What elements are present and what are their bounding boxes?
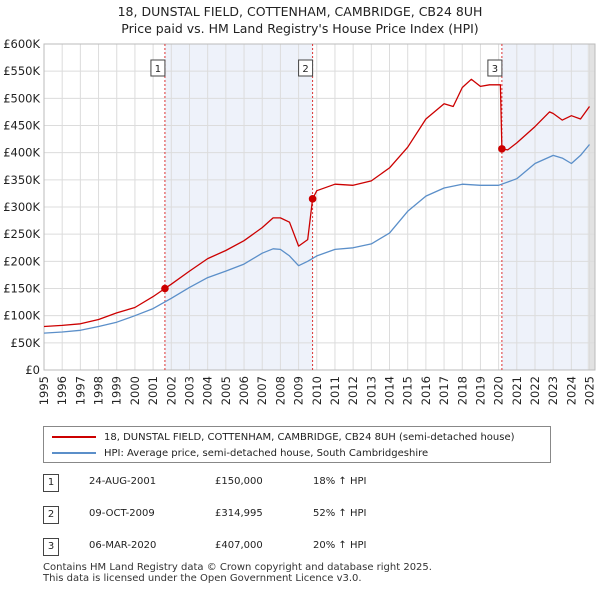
sale-label-number: 1 <box>155 64 161 75</box>
x-tick-label: 1995 <box>37 376 51 405</box>
series-line-hpi <box>43 144 591 334</box>
x-tick-label: 2012 <box>346 376 360 405</box>
x-tick-label: 2019 <box>473 376 487 405</box>
footer-copyright: Contains HM Land Registry data © Crown c… <box>43 562 432 573</box>
sale-price: £407,000 <box>215 540 263 551</box>
sale-date: 09-OCT-2009 <box>89 508 155 519</box>
sale-label-box <box>150 59 166 77</box>
x-tick-label: 1998 <box>92 376 106 405</box>
sale-label-box <box>298 59 314 77</box>
legend-label-hpi: HPI: Average price, semi-detached house,… <box>104 447 429 459</box>
x-tick-label: 2024 <box>564 376 578 405</box>
x-tick-label: 2015 <box>401 376 415 405</box>
x-tick-label: 2025 <box>583 376 597 405</box>
sale-point <box>161 284 169 293</box>
sale-label-box <box>487 59 503 77</box>
x-tick-label: 2000 <box>128 376 142 405</box>
chart-subtitle: Price paid vs. HM Land Registry's House … <box>121 21 479 36</box>
y-tick-label: £600K <box>3 37 40 51</box>
x-tick-label: 2017 <box>437 376 451 405</box>
sale-hpi: 52% ↑ HPI <box>313 508 367 519</box>
sale-label-number: 2 <box>302 64 308 75</box>
legend: 18, DUNSTAL FIELD, COTTENHAM, CAMBRIDGE,… <box>43 426 551 463</box>
sale-hpi: 18% ↑ HPI <box>313 476 367 487</box>
x-tick-label: 1997 <box>73 376 87 405</box>
y-tick-label: £50K <box>11 336 41 350</box>
sale-point <box>498 145 506 153</box>
x-tick-label: 2008 <box>273 376 287 405</box>
sale-price: £150,000 <box>215 476 263 487</box>
y-tick-label: £350K <box>3 173 40 187</box>
y-tick-label: £200K <box>3 254 40 268</box>
y-tick-label: £0 <box>25 363 40 377</box>
x-tick-label: 2018 <box>455 376 469 405</box>
x-tick-label: 2020 <box>492 376 506 405</box>
x-tick-label: 2002 <box>164 376 178 405</box>
sale-badge: 3 <box>43 538 59 556</box>
x-tick-label: 2010 <box>310 376 324 405</box>
sale-price: £314,995 <box>215 508 263 519</box>
x-tick-label: 2016 <box>419 376 433 405</box>
x-tick-label: 2021 <box>510 376 524 405</box>
sale-hpi: 20% ↑ HPI <box>313 540 367 551</box>
y-tick-label: £400K <box>3 146 40 160</box>
sale-badge: 2 <box>43 506 59 524</box>
legend-item-hpi: HPI: Average price, semi-detached house,… <box>52 446 428 460</box>
x-tick-label: 2006 <box>237 376 251 405</box>
x-tick-label: 1996 <box>55 376 69 405</box>
x-tick-label: 2022 <box>528 376 542 405</box>
footer-licence: This data is licensed under the Open Gov… <box>43 573 362 584</box>
sale-date: 24-AUG-2001 <box>89 476 157 487</box>
y-tick-label: £100K <box>3 309 40 323</box>
x-tick-label: 2005 <box>219 376 233 405</box>
x-tick-label: 2004 <box>201 376 215 405</box>
legend-item-property: 18, DUNSTAL FIELD, COTTENHAM, CAMBRIDGE,… <box>52 430 515 444</box>
sale-badge: 1 <box>43 474 59 492</box>
chart-title: 18, DUNSTAL FIELD, COTTENHAM, CAMBRIDGE,… <box>117 4 483 19</box>
sale-date: 06-MAR-2020 <box>89 540 157 551</box>
plot-border <box>43 43 596 371</box>
x-tick-label: 2009 <box>292 376 306 405</box>
x-tick-label: 2023 <box>546 376 560 405</box>
y-tick-label: £550K <box>3 64 40 78</box>
legend-swatch-property <box>52 436 96 438</box>
y-tick-label: £500K <box>3 91 40 105</box>
x-tick-label: 2007 <box>255 376 269 405</box>
x-tick-label: 2013 <box>364 376 378 405</box>
legend-label-property: 18, DUNSTAL FIELD, COTTENHAM, CAMBRIDGE,… <box>104 431 515 443</box>
sale-label-number: 3 <box>492 64 498 75</box>
x-tick-label: 2001 <box>146 376 160 405</box>
x-tick-label: 2011 <box>328 376 342 405</box>
y-tick-label: £150K <box>3 282 40 296</box>
y-tick-label: £450K <box>3 119 40 133</box>
legend-swatch-hpi <box>52 452 96 454</box>
sale-point <box>308 195 317 203</box>
x-tick-label: 1999 <box>110 376 124 405</box>
y-tick-label: £250K <box>3 227 40 241</box>
x-tick-label: 2014 <box>383 376 397 405</box>
y-tick-label: £300K <box>3 200 40 214</box>
x-tick-label: 2003 <box>182 376 196 405</box>
price-chart: £0 £50K £100K £150K £200K £250K £300K £350K £400… <box>3 37 597 405</box>
